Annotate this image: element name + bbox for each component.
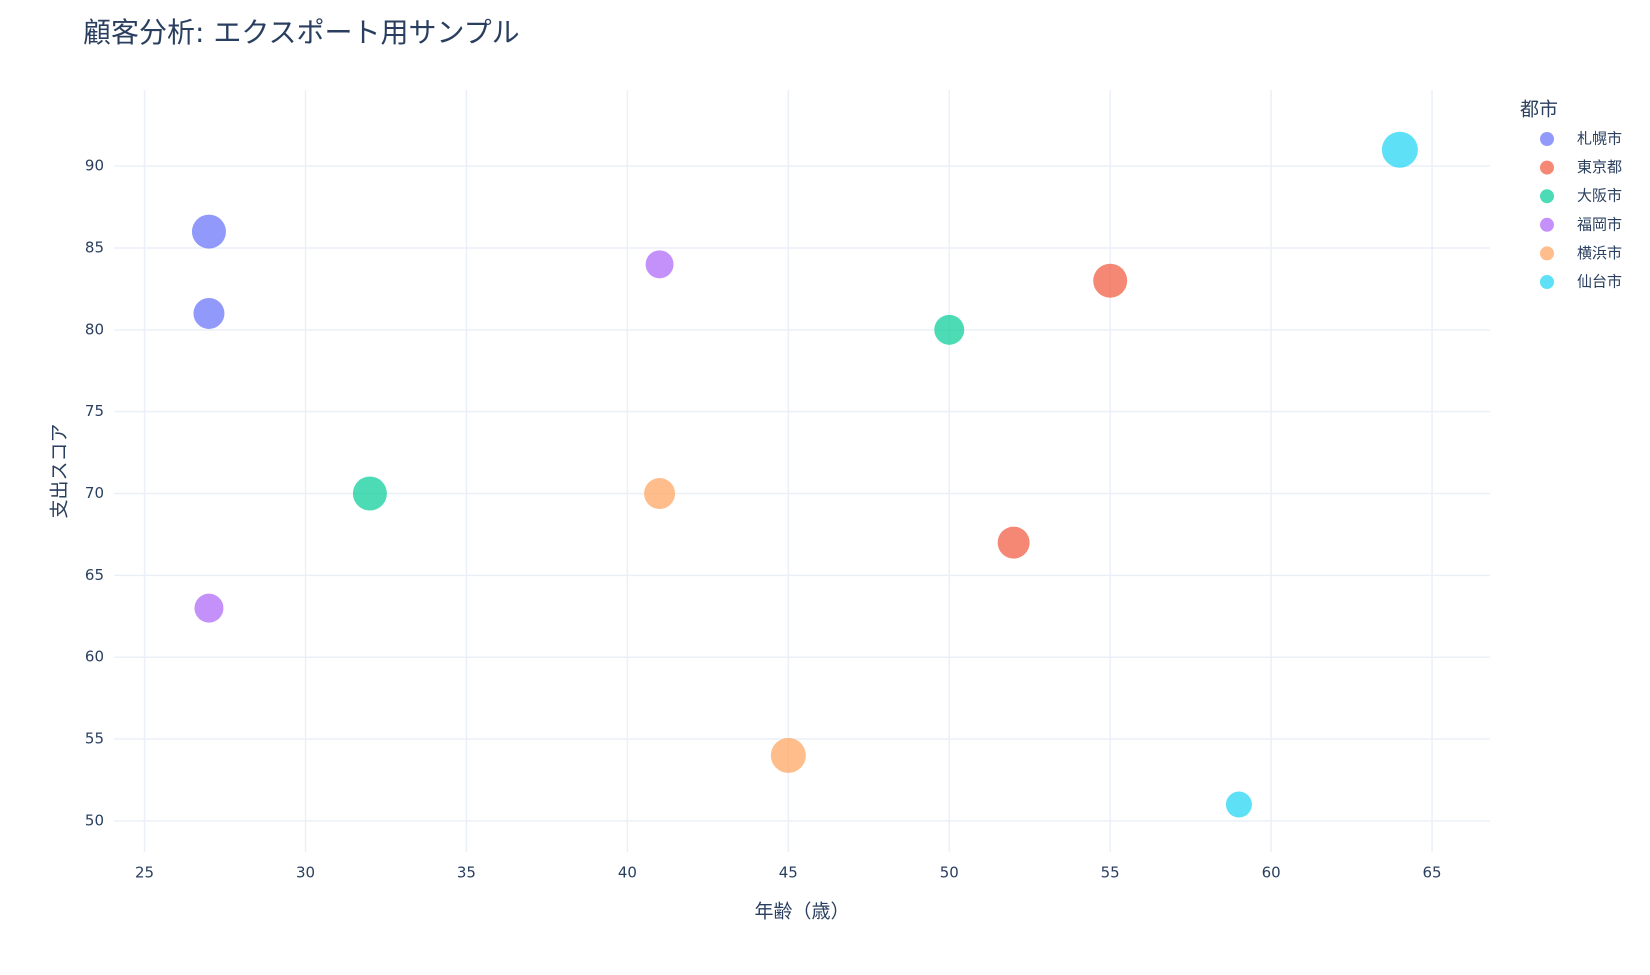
legend-marker <box>1540 217 1554 232</box>
y-tick-label: 60 <box>85 648 104 666</box>
legend-marker <box>1540 132 1554 146</box>
bubble <box>1381 131 1418 168</box>
bubble <box>191 214 226 249</box>
y-tick-label: 75 <box>85 402 104 420</box>
x-tick-label: 40 <box>618 864 637 882</box>
y-tick-label: 85 <box>85 238 104 256</box>
x-axis-title: 年齢（歳） <box>754 901 849 923</box>
legend-label: 横浜市 <box>1577 244 1622 262</box>
bubble <box>770 737 806 773</box>
x-tick-label: 65 <box>1423 864 1442 882</box>
bubble <box>997 526 1030 559</box>
legend-marker <box>1540 246 1554 261</box>
y-tick-label: 90 <box>85 157 104 175</box>
legend-label: 福岡市 <box>1577 215 1622 233</box>
bubble <box>934 314 965 345</box>
legend-marker <box>1540 160 1554 175</box>
y-axis-title: 支出スコア <box>49 423 71 518</box>
bubble <box>1093 263 1128 298</box>
x-tick-label: 55 <box>1101 864 1120 882</box>
y-tick-label: 70 <box>85 484 104 502</box>
chart-title: 顧客分析: エクスポート用サンプル <box>83 16 520 49</box>
x-tick-label: 30 <box>296 864 315 882</box>
x-tick-label: 35 <box>457 864 476 882</box>
bubble <box>193 297 225 329</box>
bubble <box>644 478 676 510</box>
legend-label: 大阪市 <box>1577 187 1622 205</box>
bubble <box>645 250 674 279</box>
x-tick-label: 45 <box>779 864 798 882</box>
bubble <box>352 476 387 511</box>
x-tick-label: 50 <box>940 864 959 882</box>
y-tick-label: 50 <box>85 811 104 829</box>
legend-label: 東京都 <box>1577 158 1622 176</box>
bubble <box>1225 791 1252 818</box>
legend-marker <box>1540 275 1554 289</box>
y-tick-label: 55 <box>85 730 104 748</box>
legend-label: 仙台市 <box>1577 273 1622 291</box>
legend-marker <box>1540 189 1554 204</box>
y-tick-label: 80 <box>85 320 104 338</box>
x-tick-label: 25 <box>135 864 154 882</box>
bubble <box>194 593 224 623</box>
y-tick-label: 65 <box>85 566 104 584</box>
x-tick-label: 60 <box>1262 864 1281 882</box>
legend-title: 都市 <box>1520 99 1558 121</box>
legend-label: 札幌市 <box>1577 130 1622 148</box>
